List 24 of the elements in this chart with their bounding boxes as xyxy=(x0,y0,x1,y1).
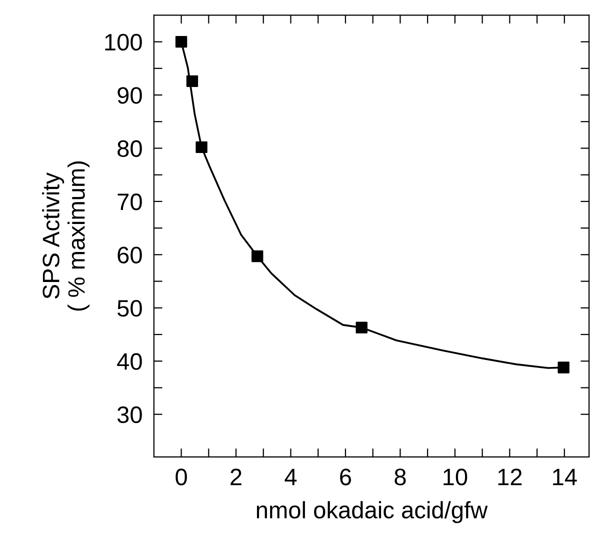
x-axis-title: nmol okadaic acid/gfw xyxy=(256,501,488,524)
y-tick-label: 90 xyxy=(118,87,142,104)
y-tick-label: 60 xyxy=(118,246,142,264)
y-axis-title: SPS Activity ( % maximum) xyxy=(42,161,90,311)
point xyxy=(175,36,188,48)
x-tick-label: 0 xyxy=(176,468,187,486)
x-tick-label: 2 xyxy=(230,468,242,486)
y-tick-label: 70 xyxy=(118,194,142,210)
x-tick-label: 10 xyxy=(444,468,468,486)
point xyxy=(186,75,198,88)
y-tick-label: 40 xyxy=(117,353,142,370)
point xyxy=(196,141,208,154)
point xyxy=(356,322,368,334)
x-tick-label: 12 xyxy=(498,468,522,486)
y-tick-label: 80 xyxy=(118,140,142,158)
point xyxy=(252,250,264,262)
x-tick-label: 6 xyxy=(340,468,352,486)
x-tick-label: 14 xyxy=(553,468,577,486)
x-tick-label: 8 xyxy=(394,468,406,486)
y-tick-label: 100 xyxy=(105,34,142,51)
point xyxy=(558,362,570,374)
x-tick-label: 4 xyxy=(284,468,297,486)
y-tick-label: 50 xyxy=(117,300,142,317)
y-tick-label: 30 xyxy=(117,406,142,424)
